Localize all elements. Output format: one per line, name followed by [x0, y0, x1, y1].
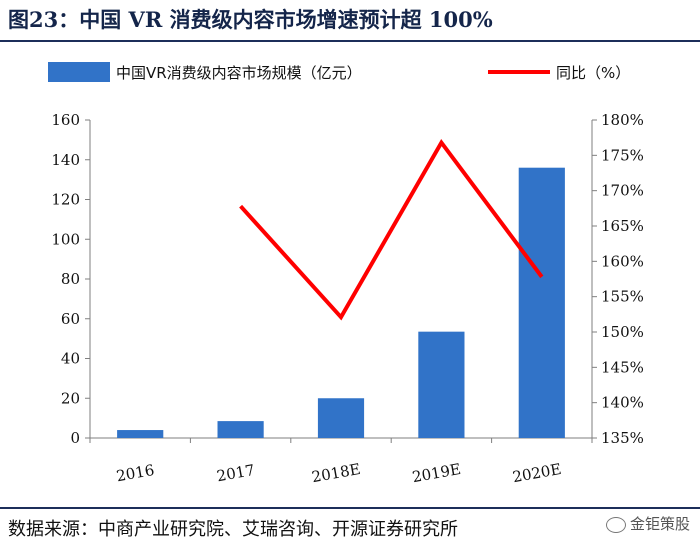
source-note: 数据来源：中商产业研究院、艾瑞咨询、开源证券研究所 [8, 519, 458, 540]
axes: 0 20 40 60 80 100 120 140 160 135% 140% 145% 150% 155… [51, 111, 644, 447]
y-right-tick-label: 160% [601, 252, 644, 270]
y-left-tick-label: 120 [51, 191, 80, 209]
wechat-icon [605, 516, 626, 533]
legend: 中国VR消费级内容市场规模（亿元） 同比（%） [48, 62, 630, 82]
y-left-tick-label: 80 [61, 270, 80, 288]
y-right-tick-label: 150% [601, 323, 644, 341]
x-axis-labels: 2016 2017 2018E 2019E 2020E [115, 460, 563, 486]
y-left-tick-label: 100 [51, 230, 80, 248]
watermark-text: 金钜策股 [629, 515, 690, 533]
combo-chart: 中国VR消费级内容市场规模（亿元） 同比（%） 0 20 40 60 80 100 120 14… [48, 62, 644, 486]
y-right-tick-label: 155% [601, 288, 644, 306]
legend-bar-label: 中国VR消费级内容市场规模（亿元） [116, 64, 362, 82]
line-series [239, 138, 544, 321]
y-left-tick-label: 20 [61, 389, 80, 407]
bar [217, 421, 264, 438]
x-tick-label: 2017 [215, 461, 256, 485]
bar-series [117, 167, 565, 438]
y-left-tick-label: 40 [61, 350, 80, 368]
y-right-tick-label: 165% [601, 217, 644, 235]
legend-bar-swatch [48, 62, 110, 82]
bar [117, 430, 164, 438]
y-left-tick-label: 60 [61, 310, 80, 328]
watermark: 金钜策股 [603, 513, 692, 534]
bar [518, 167, 565, 438]
bar [418, 331, 465, 438]
y-left-tick-label: 0 [70, 429, 80, 447]
bar [317, 398, 365, 438]
chart-title: 图23：中国 VR 消费级内容市场增速预计超 100% [8, 7, 493, 32]
x-tick-label: 2019E [411, 460, 463, 486]
x-tick-label: 2018E [310, 460, 362, 486]
y-right-tick-label: 180% [601, 111, 644, 129]
legend-line-label: 同比（%） [556, 64, 630, 82]
x-tick-label: 2020E [511, 460, 563, 486]
footer-divider [0, 507, 700, 509]
y-left-tick-label: 140 [51, 151, 80, 169]
x-tick-label: 2016 [115, 461, 156, 485]
title-divider [0, 40, 700, 42]
y-right-tick-label: 135% [601, 429, 644, 447]
y-right-tick-label: 140% [601, 394, 644, 412]
y-right-tick-label: 170% [601, 182, 644, 200]
y-right-tick-label: 145% [601, 358, 644, 376]
y-left-tick-label: 160 [51, 111, 80, 129]
line-path [239, 138, 544, 321]
y-right-tick-label: 175% [601, 146, 644, 164]
